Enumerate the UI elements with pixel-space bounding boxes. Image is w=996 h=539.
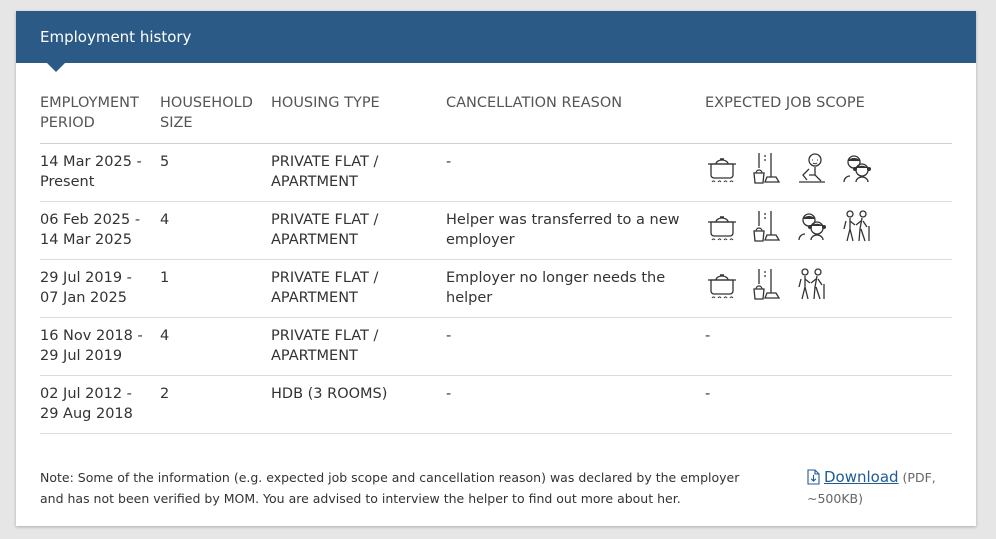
table-row: 16 Nov 2018 - 29 Jul 2019 4 PRIVATE FLAT /… — [40, 317, 952, 376]
child-care-icon — [795, 209, 829, 243]
table-row: 29 Jul 2019 - 07 Jan 2025 1 PRIVATE FLAT /… — [40, 259, 952, 318]
download-block: Download (PDF, ~500KB) — [807, 467, 957, 509]
expected-job-scope-cell — [705, 143, 952, 202]
cancellation-reason-cell: Employer no longer needs the helper — [446, 259, 705, 318]
header-expected-job-scope: EXPECTED JOB SCOPE — [705, 93, 952, 144]
panel-title: Employment history — [40, 28, 192, 46]
expected-job-scope-cell: - — [705, 317, 952, 376]
employment-history-table: EMPLOYMENT PERIOD HOUSEHOLD SIZE HOUSING… — [40, 93, 952, 434]
cleaning-icon — [750, 209, 784, 243]
cooking-icon — [705, 151, 739, 185]
child-care-icon — [840, 151, 874, 185]
elderly-care-icon — [840, 209, 874, 243]
employment-period-cell: 14 Mar 2025 - Present — [40, 143, 160, 202]
employment-history-panel: Employment history EMPLOYMENT PERIOD HOU… — [16, 11, 976, 526]
header-pointer — [47, 63, 65, 72]
employment-period-cell: 16 Nov 2018 - 29 Jul 2019 — [40, 317, 160, 376]
cleaning-icon — [750, 267, 784, 301]
elderly-care-icon — [795, 267, 829, 301]
employment-period-cell: 06 Feb 2025 - 14 Mar 2025 — [40, 201, 160, 260]
disclaimer-note: Note: Some of the information (e.g. expe… — [40, 470, 740, 506]
cancellation-reason-cell: - — [446, 143, 705, 202]
expected-job-scope-cell: - — [705, 375, 952, 434]
cooking-icon — [705, 267, 739, 301]
cooking-icon — [705, 209, 739, 243]
download-file-info: (PDF, ~500KB) — [807, 470, 936, 506]
table-row: 02 Jul 2012 - 29 Aug 2018 2 HDB (3 ROOMS) -… — [40, 375, 952, 434]
cancellation-reason-cell: Helper was transferred to a new employer — [446, 201, 705, 260]
header-household-size: HOUSEHOLD SIZE — [160, 93, 271, 144]
housing-type-cell: HDB (3 ROOMS) — [271, 375, 446, 434]
cancellation-reason-cell: - — [446, 317, 705, 376]
infant-care-icon — [795, 151, 829, 185]
housing-type-cell: PRIVATE FLAT / APARTMENT — [271, 201, 446, 260]
housing-type-cell: PRIVATE FLAT / APARTMENT — [271, 259, 446, 318]
household-size-cell: 2 — [160, 375, 271, 434]
employment-period-cell: 29 Jul 2019 - 07 Jan 2025 — [40, 259, 160, 318]
table-row: 14 Mar 2025 - Present 5 PRIVATE FLAT / APA… — [40, 143, 952, 202]
panel-header: Employment history — [16, 11, 976, 72]
housing-type-cell: PRIVATE FLAT / APARTMENT — [271, 317, 446, 376]
employment-period-cell: 02 Jul 2012 - 29 Aug 2018 — [40, 375, 160, 434]
housing-type-cell: PRIVATE FLAT / APARTMENT — [271, 143, 446, 202]
expected-job-scope-cell — [705, 201, 952, 260]
cleaning-icon — [750, 151, 784, 185]
cancellation-reason-cell: - — [446, 375, 705, 434]
header-cancellation-reason: CANCELLATION REASON — [446, 93, 705, 144]
header-employment-period: EMPLOYMENT PERIOD — [40, 93, 160, 144]
download-link[interactable]: Download — [824, 468, 899, 486]
household-size-cell: 1 — [160, 259, 271, 318]
table-row: 06 Feb 2025 - 14 Mar 2025 4 PRIVATE FLAT /… — [40, 201, 952, 260]
file-download-icon — [807, 469, 820, 485]
table-header-row: EMPLOYMENT PERIOD HOUSEHOLD SIZE HOUSING… — [40, 93, 952, 144]
household-size-cell: 4 — [160, 317, 271, 376]
household-size-cell: 5 — [160, 143, 271, 202]
household-size-cell: 4 — [160, 201, 271, 260]
expected-job-scope-cell — [705, 259, 952, 318]
header-housing-type: HOUSING TYPE — [271, 93, 446, 144]
